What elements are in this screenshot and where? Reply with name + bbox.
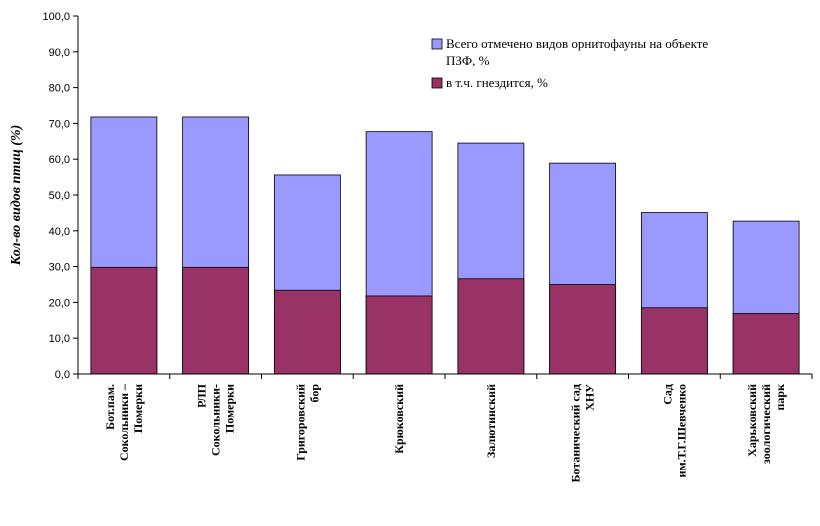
x-category-label: Григоровский бор [293,384,321,461]
x-tick-label: Померки [131,384,145,433]
x-axis: Бот.пам. Сокольники – Померки РЛП Сокольники… [77,373,813,483]
bar-nesting [182,266,250,375]
bar-nesting [732,313,800,375]
x-category-label: Залютинский [484,384,498,458]
legend-label: Всего отмечено видов орнитофауны на объе… [446,36,708,51]
legend-label: ПЗФ, % [446,53,490,68]
x-category-label: Харьковский зоологический парк [745,384,787,464]
y-tick-label: 20,0 [49,297,70,309]
x-tick-label: Бот.пам. [103,384,117,430]
x-tick-label: зоологический [759,384,773,464]
bar-nesting [457,278,525,375]
y-tick-label: 60,0 [49,154,70,166]
x-tick-label: Сад [660,384,674,405]
y-tick-label: 90,0 [49,47,70,59]
legend: Всего отмечено видов орнитофауны на объе… [431,36,708,90]
bar-nesting [273,289,341,375]
bar-nesting [90,266,158,375]
x-tick-label: Залютинский [484,384,498,458]
x-tick-label: РЛП [195,383,209,407]
y-tick-label: 40,0 [49,226,70,238]
x-tick-label: Сокольники – [117,383,131,461]
bars [90,116,800,375]
legend-swatch [431,77,443,89]
x-tick-label: им.Т.Г.Шевченко [674,384,688,477]
bar-nesting [640,307,708,375]
y-tick-label: 100,0 [42,11,70,23]
legend-label: в т.ч. гнездится, % [446,75,548,90]
bar-nesting [549,284,617,375]
y-axis-title-group: Кол-во видов птиц (%) [9,125,24,267]
y-tick-label: 0,0 [55,369,70,381]
y-axis: 0,0 10,0 20,0 30,0 40,0 50,0 60,0 70,0 80,0 90,0 1… [42,11,79,381]
y-tick-label: 50,0 [49,190,70,202]
y-tick-label: 70,0 [49,118,70,130]
x-tick-label: бор [307,384,321,403]
x-category-label: Бот.пам. Сокольники – Померки [103,383,145,461]
x-tick-label: Ботанический сад [569,384,583,483]
x-tick-label: Харьковский [745,384,759,457]
legend-swatch [431,38,443,50]
y-tick-label: 80,0 [49,83,70,95]
x-tick-label: Сокольники- [209,384,223,456]
y-axis-title: Кол-во видов птиц (%) [9,125,24,267]
bar-nesting [365,295,433,375]
x-category-label: Сад им.Т.Г.Шевченко [660,384,688,477]
x-tick-label: ХНУ [583,384,597,411]
y-tick-label: 30,0 [49,262,70,274]
x-tick-label: Григоровский [293,384,307,461]
x-category-label: Ботанический сад ХНУ [569,384,597,483]
x-tick-label: Крюковский [392,384,406,454]
x-tick-label: Померки [223,384,237,433]
x-tick-label: парк [773,384,787,411]
y-tick-label: 10,0 [49,333,70,345]
x-category-label: Крюковский [392,384,406,454]
x-category-label: РЛП Сокольники- Померки [195,383,237,456]
